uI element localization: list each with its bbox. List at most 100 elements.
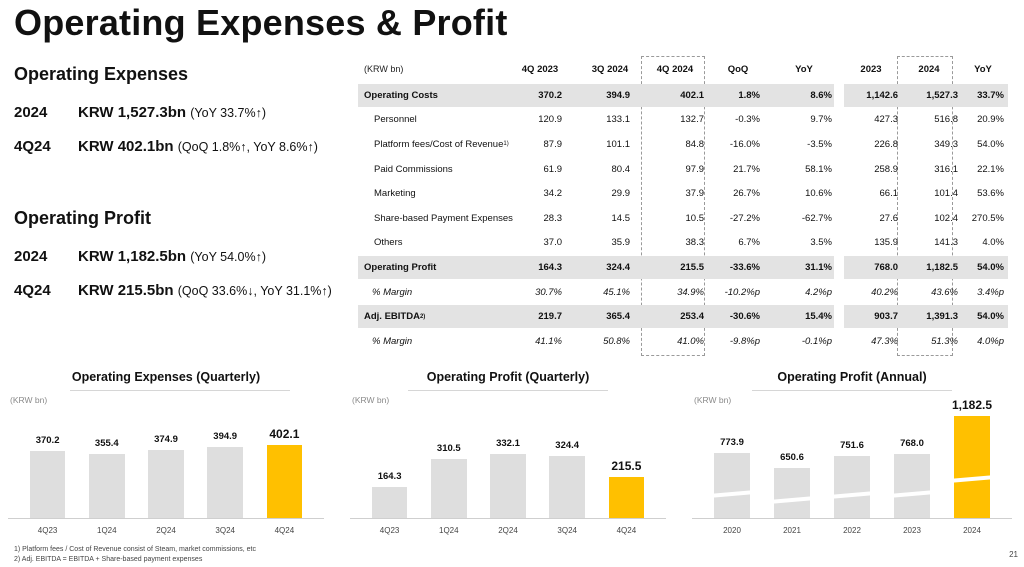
table-cell: -3.5% [807,138,832,150]
row-label-text: Share-based Payment Expenses [374,212,513,224]
row-band [844,84,1008,107]
chart-title-underline [408,390,608,391]
table-cell: 45.1% [603,286,630,298]
footnote-2: 2) Adj. EBITDA = EBITDA + Share-based pa… [14,556,203,563]
kpi-value: KRW 402.1bn [78,138,174,155]
bar-value-label: 402.1 [269,427,300,442]
chart-bar [89,453,125,518]
table-row: % Margin 30.7% 45.1% 34.9% -10.2%p 4.2%p 40.2%… [356,280,1008,305]
table-cell: 132.7 [680,114,704,126]
axis-break-mark [953,475,991,483]
chart-unit-label: (KRW bn) [352,395,390,405]
table-header: (KRW bn) 4Q 2023 3Q 2024 4Q 2024 QoQ YoY 2023 2… [356,56,1008,82]
table-row: Platform fees/Cost of Revenue 1) 87.9 101.1… [356,132,1008,157]
bar-value-label: 310.5 [436,442,461,454]
x-tick-label: 2021 [783,526,801,535]
row-label-text: Adj. EBITDA [364,311,420,323]
x-tick-label: 2Q24 [498,526,518,535]
table-row: Marketing 34.2 29.9 37.9 26.7% 10.6% 66.1 101.4… [356,181,1008,206]
table-row: Others 37.0 35.9 38.3 6.7% 3.5% 135.9 141.3 4.0% [356,231,1008,256]
table-cell: 53.6% [977,188,1004,200]
footnote-marker: 1) [503,141,509,148]
table-cell: 29.9 [611,188,631,200]
axis-break-mark [773,496,811,504]
table-cell: -27.2% [729,212,760,224]
chart-bar [29,451,66,518]
table-cell: -33.6% [729,261,760,273]
table-row: Personnel 120.9 133.1 132.7 -0.3% 9.7% 427.3 51… [356,108,1008,133]
x-tick-label: 3Q24 [557,526,577,535]
table-cell: 20.9% [977,114,1004,126]
bar-value-label: 324.4 [555,439,580,451]
row-band [358,305,834,328]
table-cell: 34.9% [677,286,704,298]
table-cell: 14.5 [611,212,631,224]
table-cell: -30.6% [729,311,760,323]
row-band [358,256,834,279]
x-tick-label: 4Q24 [616,526,637,535]
table-cell: 1,391.3 [926,311,958,323]
row-band [844,256,1008,279]
table-cell: 3.4%p [977,286,1004,298]
axis-break-mark [893,490,931,498]
chart-unit-label: (KRW bn) [694,395,732,405]
table-cell: 270.5% [971,212,1004,224]
table-cell: 61.9 [543,163,563,175]
chart-bar [490,454,526,518]
x-tick-label: 3Q24 [215,526,235,535]
table-cell: 253.4 [680,311,704,323]
x-tick-label: 4Q23 [379,526,400,535]
row-label-text: Personnel [374,114,417,126]
bar-value-label: 768.0 [900,437,924,449]
bar-chart: Operating Expenses (Quarterly) (KRW bn) 37… [8,366,324,538]
bar-value-label: 374.9 [154,434,178,446]
row-label: Operating Profit [364,255,436,280]
table-row: Adj. EBITDA 2) 219.7 365.4 253.4 -30.6% 15.4% 9… [356,304,1008,329]
financial-table: (KRW bn) 4Q 2023 3Q 2024 4Q 2024 QoQ YoY 2023 2… [356,56,1008,356]
chart-bar [207,446,243,518]
table-cell: 101.1 [606,138,630,150]
x-tick-label: 1Q24 [97,526,117,535]
row-label-text: Paid Commissions [374,163,453,175]
table-cell: 51.3% [931,335,958,347]
table-cell: 34.2 [543,188,563,200]
table-cell: 9.7% [810,114,832,126]
x-tick-label: 4Q23 [37,526,58,535]
table-cell: -16.0% [729,138,760,150]
row-label: Personnel [374,108,417,133]
row-label: Paid Commissions [374,157,453,182]
highlight-box-2024 [897,56,953,356]
bar-chart: Operating Profit (Quarterly) (KRW bn) 164.… [350,366,666,538]
period-label: 2024 [14,248,48,265]
table-cell: 258.9 [874,163,898,175]
chart-baseline [350,518,666,519]
chart-bar [833,455,871,518]
row-label-text: Operating Profit [364,261,437,273]
page-number: 21 [1009,550,1018,559]
table-cell: 316.1 [934,163,958,175]
kpi-change: (YoY 33.7%↑) [190,106,267,120]
chart-bar [773,467,811,518]
table-cell: 324.4 [606,261,630,273]
bar-value-label: 164.3 [377,470,402,482]
opex-4q24-line: 4Q24 KRW 402.1bn (QoQ 1.8%↑, YoY 8.6%↑) [14,138,318,155]
kpi-value: KRW 1,182.5bn [78,248,187,265]
row-label: Others [374,231,403,256]
table-row: Operating Costs 370.2 394.9 402.1 1.8% 8.6% 1,… [356,83,1008,108]
table-cell: 97.9 [685,163,705,175]
opex-2024-line: 2024 KRW 1,527.3bn (YoY 33.7%↑) [14,104,266,121]
table-cell: 31.1% [805,261,832,273]
x-tick-label: 2022 [843,526,861,535]
chart-title: Operating Expenses (Quarterly) [71,370,261,384]
page-title: Operating Expenses & Profit [14,2,508,43]
table-row: Operating Profit 164.3 324.4 215.5 -33.6% 31.… [356,255,1008,280]
table-cell: 37.9 [685,188,705,200]
table-unit-label: (KRW bn) [364,64,404,74]
table-row: Share-based Payment Expenses 28.3 14.5 10.5… [356,206,1008,231]
table-cell: 22.1% [977,163,1004,175]
footnote-1: 1) Platform fees / Cost of Revenue consi… [14,546,256,553]
chart-bar [953,416,991,518]
bar-value-label: 773.9 [720,437,744,449]
table-cell: 58.1% [805,163,832,175]
chart-baseline [692,518,1012,519]
